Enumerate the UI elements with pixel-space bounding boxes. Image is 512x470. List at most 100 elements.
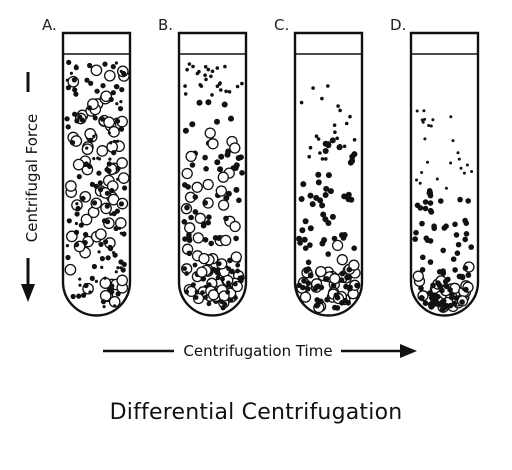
medium-particle — [338, 277, 345, 283]
medium-particle — [104, 190, 110, 196]
small-particle — [459, 166, 463, 170]
medium-particle — [102, 61, 108, 67]
medium-particle — [200, 290, 205, 296]
medium-particle — [103, 239, 109, 245]
small-particle — [215, 84, 220, 88]
small-particle — [336, 104, 340, 108]
small-particle — [240, 81, 244, 86]
medium-particle — [427, 189, 434, 196]
medium-particle — [226, 280, 231, 286]
medium-particle — [462, 217, 468, 224]
medium-particle — [223, 215, 229, 222]
small-particle — [103, 276, 107, 280]
medium-particle — [236, 197, 242, 204]
medium-particle — [413, 229, 419, 236]
medium-particle — [420, 254, 426, 261]
medium-particle — [182, 127, 189, 134]
medium-particle — [427, 200, 434, 206]
medium-particle — [462, 265, 469, 271]
medium-particle — [105, 255, 111, 261]
small-particle — [418, 181, 422, 185]
medium-particle — [443, 223, 449, 229]
medium-particle — [182, 266, 188, 271]
small-particle — [210, 93, 214, 97]
small-particle — [320, 96, 324, 101]
small-particle — [342, 144, 347, 149]
large-particle — [116, 274, 129, 287]
medium-particle — [323, 276, 330, 282]
small-particle — [206, 67, 211, 72]
large-particle — [196, 266, 208, 278]
small-particle — [209, 74, 213, 79]
medium-particle — [115, 291, 121, 297]
small-particle — [338, 108, 342, 113]
medium-particle — [99, 256, 105, 262]
medium-particle — [418, 285, 424, 292]
medium-particle — [422, 205, 429, 212]
medium-particle — [206, 301, 212, 307]
medium-particle — [220, 276, 225, 282]
medium-particle — [440, 247, 447, 254]
test-tube-d — [409, 31, 480, 317]
small-particle — [457, 157, 461, 161]
medium-particle — [83, 231, 89, 238]
small-particle — [102, 305, 106, 309]
medium-particle — [345, 191, 352, 198]
medium-particle — [216, 271, 221, 277]
medium-particle — [216, 261, 222, 267]
centrifugation-time-label: Centrifugation Time — [183, 342, 332, 360]
large-particle — [192, 232, 204, 244]
small-particle — [314, 134, 319, 138]
medium-particle — [351, 151, 358, 158]
medium-particle — [226, 266, 232, 272]
medium-particle — [75, 205, 81, 212]
medium-particle — [188, 214, 194, 221]
small-particle — [119, 266, 123, 270]
medium-particle — [309, 201, 316, 208]
small-particle — [335, 136, 340, 141]
small-particle — [65, 78, 69, 82]
medium-particle — [228, 297, 234, 303]
medium-particle — [215, 235, 222, 241]
medium-particle — [88, 137, 94, 143]
medium-particle — [447, 287, 453, 293]
small-particle — [97, 250, 101, 254]
small-particle — [426, 160, 429, 164]
medium-particle — [418, 295, 425, 301]
medium-particle — [65, 124, 71, 130]
medium-particle — [441, 304, 448, 311]
large-particle — [315, 265, 327, 278]
medium-particle — [433, 299, 440, 306]
medium-particle — [431, 225, 438, 232]
medium-particle — [91, 263, 97, 270]
medium-particle — [206, 282, 212, 288]
small-particle — [344, 121, 349, 126]
medium-particle — [344, 274, 350, 281]
small-particle — [88, 290, 92, 294]
medium-particle — [318, 298, 324, 305]
tube-outline — [61, 31, 132, 317]
medium-particle — [412, 236, 419, 242]
medium-particle — [237, 275, 243, 281]
medium-particle — [437, 284, 444, 290]
medium-particle — [80, 195, 86, 201]
medium-particle — [453, 295, 460, 301]
medium-particle — [307, 225, 314, 232]
large-particle — [299, 291, 312, 303]
medium-particle — [419, 267, 426, 273]
small-particle — [104, 167, 108, 171]
large-particle — [329, 273, 341, 285]
medium-particle — [428, 209, 435, 215]
medium-particle — [114, 118, 121, 124]
medium-particle — [208, 240, 214, 247]
medium-particle — [99, 116, 106, 122]
medium-particle — [307, 272, 314, 278]
medium-particle — [73, 91, 79, 97]
medium-particle — [76, 174, 82, 180]
medium-particle — [346, 286, 353, 292]
large-particle — [80, 213, 93, 226]
small-particle — [204, 77, 208, 82]
medium-particle — [76, 293, 82, 299]
medium-particle — [351, 245, 358, 251]
medium-particle — [215, 275, 221, 281]
